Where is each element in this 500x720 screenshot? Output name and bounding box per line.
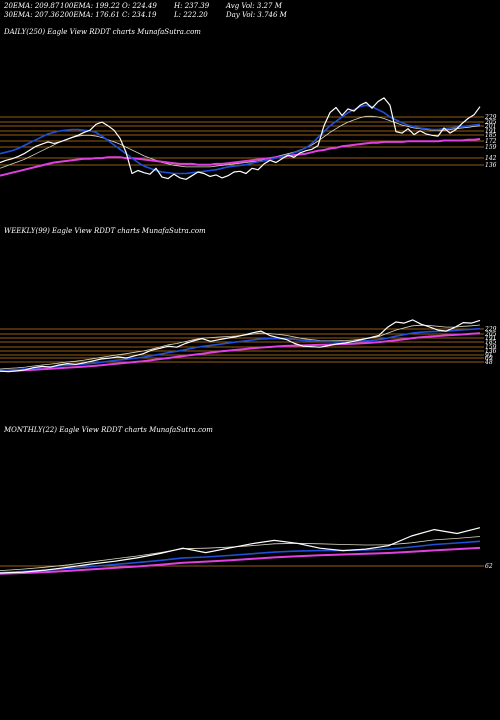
daily-price-line: [0, 97, 481, 180]
level-label-8: 48: [484, 359, 493, 366]
level-label-5: 172: [485, 138, 497, 145]
weekly-ema-long-line: [0, 332, 481, 372]
stats-header: 20EMA: 209.87 100EMA: 199.22 O: 224.49 H…: [4, 2, 496, 20]
weekly-ema-short-line: [0, 327, 481, 372]
level-label-5: 136: [485, 348, 497, 355]
daily-ema-long-line: [0, 138, 481, 177]
level-label-2: 191: [485, 335, 496, 342]
ema20-value: 20EMA: 209.87: [4, 2, 60, 10]
level-label-3: 191: [485, 128, 496, 135]
level-label-6: 159: [485, 144, 497, 151]
monthly-price-line: [0, 527, 481, 574]
stats-row-1: 20EMA: 209.87 100EMA: 199.22 O: 224.49 H…: [4, 2, 496, 11]
weekly-panel-title: WEEKLY(99) Eagle View RDDT charts Munafa…: [4, 227, 206, 235]
level-label-1: 205: [484, 119, 497, 126]
daily-panel-title: DAILY(250) Eagle View RDDT charts Munafa…: [4, 28, 201, 36]
level-label-1: 205: [484, 331, 497, 338]
ema30-value: 30EMA: 207.36: [4, 11, 60, 19]
close-value: C: 234.19: [122, 11, 157, 19]
daily-ema-short-line: [0, 104, 481, 175]
level-label-6: 91: [485, 352, 493, 359]
level-label-7: 69: [485, 355, 493, 362]
level-label-7: 142: [485, 155, 497, 162]
monthly-panel: 62: [0, 527, 493, 575]
stats-row-2: 30EMA: 207.36 200EMA: 176.61 C: 234.19 L…: [4, 11, 496, 20]
high-value: H: 237.39: [174, 2, 210, 10]
ema200-value: 200EMA: 176.61: [60, 11, 120, 19]
monthly-ema-short-line: [0, 540, 481, 574]
level-label-0: 62: [485, 563, 493, 570]
daily-ema-mid-line: [0, 115, 481, 169]
weekly-price-line: [0, 319, 481, 373]
ema100-value: 100EMA: 199.22: [60, 2, 120, 10]
low-value: L: 222.20: [174, 11, 208, 19]
level-label-8: 136: [485, 162, 497, 169]
monthly-panel-title: MONTHLY(22) Eagle View RDDT charts Munaf…: [4, 426, 213, 434]
day-volume-value: Day Vol: 3.746 M: [226, 11, 287, 19]
avg-volume-value: Avg Vol: 3.27 M: [226, 2, 282, 10]
level-label-2: 201: [484, 123, 496, 130]
level-label-4: 185: [485, 132, 497, 139]
level-label-0: 229: [484, 114, 497, 121]
monthly-ema-long-line: [0, 546, 481, 575]
level-label-3: 185: [485, 339, 497, 346]
open-value: O: 224.49: [122, 2, 157, 10]
level-label-4: 159: [485, 344, 497, 351]
level-label-0: 229: [484, 326, 497, 333]
monthly-ema-mid-line: [0, 536, 481, 571]
